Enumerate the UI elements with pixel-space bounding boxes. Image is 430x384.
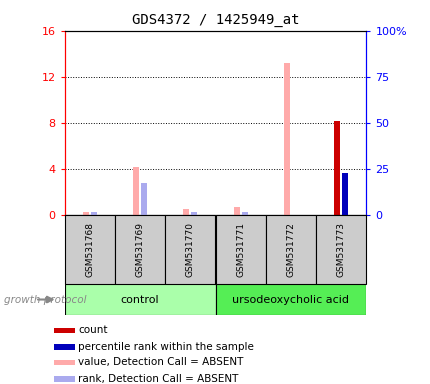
Text: GSM531773: GSM531773: [336, 222, 345, 277]
Text: control: control: [120, 295, 159, 305]
Bar: [241, 212, 247, 215]
Bar: [141, 183, 147, 215]
Text: GSM531770: GSM531770: [185, 222, 194, 277]
Bar: [54, 328, 75, 333]
Bar: [64, 284, 215, 315]
Bar: [265, 215, 315, 284]
Text: percentile rank within the sample: percentile rank within the sample: [78, 342, 254, 352]
Title: GDS4372 / 1425949_at: GDS4372 / 1425949_at: [132, 13, 298, 27]
Bar: [165, 215, 215, 284]
Text: GSM531768: GSM531768: [85, 222, 94, 277]
Bar: [54, 376, 75, 382]
Bar: [64, 215, 115, 284]
Text: growth protocol: growth protocol: [4, 295, 86, 305]
Text: rank, Detection Call = ABSENT: rank, Detection Call = ABSENT: [78, 374, 238, 384]
Bar: [115, 215, 165, 284]
Text: count: count: [78, 326, 108, 336]
Bar: [341, 173, 347, 215]
Bar: [133, 167, 139, 215]
Bar: [315, 215, 366, 284]
Bar: [333, 121, 339, 215]
Text: GSM531771: GSM531771: [236, 222, 245, 277]
Bar: [215, 284, 366, 315]
Bar: [215, 215, 265, 284]
Bar: [191, 212, 197, 215]
Bar: [54, 344, 75, 350]
Bar: [54, 359, 75, 366]
Bar: [283, 63, 289, 215]
Bar: [91, 212, 97, 215]
Bar: [233, 207, 239, 215]
Text: GSM531772: GSM531772: [286, 222, 295, 277]
Bar: [183, 209, 189, 215]
Text: ursodeoxycholic acid: ursodeoxycholic acid: [232, 295, 349, 305]
Text: GSM531769: GSM531769: [135, 222, 144, 277]
Bar: [83, 212, 89, 215]
Text: value, Detection Call = ABSENT: value, Detection Call = ABSENT: [78, 358, 243, 367]
